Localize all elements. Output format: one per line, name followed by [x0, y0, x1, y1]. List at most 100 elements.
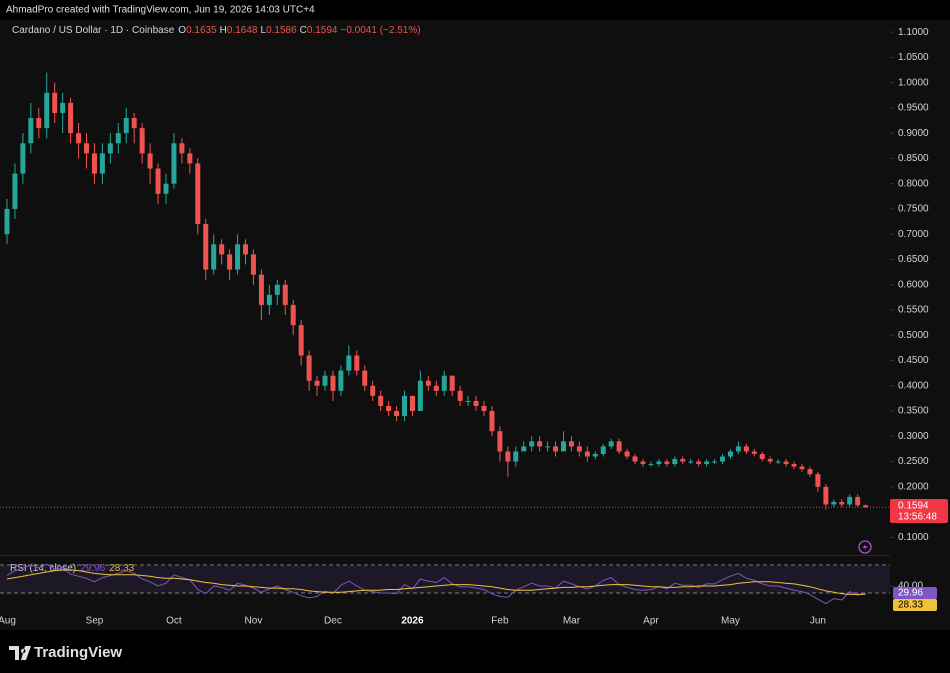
rsi-last: 29.96	[898, 588, 923, 599]
candle-body	[799, 466, 805, 470]
legend-key: H	[220, 25, 227, 36]
y-tick-label: 0.2500	[898, 456, 929, 467]
symbol-title: Cardano / US Dollar · 1D · Coinbase	[12, 25, 175, 36]
legend-key: O	[178, 25, 186, 36]
candle-body	[123, 118, 129, 134]
candle-body	[592, 453, 598, 457]
last-price: 0.1594	[898, 501, 929, 512]
rsi-title: RSI (14, close)	[10, 563, 76, 574]
candle-body	[409, 395, 415, 412]
x-tick-label: Dec	[324, 616, 342, 627]
candle-body	[4, 208, 10, 235]
candle-body	[330, 375, 336, 391]
candle-body	[720, 456, 725, 462]
y-tick-label: 0.9500	[898, 103, 929, 114]
candle-body	[688, 461, 694, 463]
candle-body	[823, 486, 829, 505]
candle-body	[712, 461, 718, 463]
candle-body	[211, 244, 217, 270]
footer-logo	[9, 646, 31, 660]
y-tick-label: 0.3500	[898, 406, 929, 417]
candle-body	[139, 128, 145, 154]
x-tick-label: Sep	[86, 616, 104, 627]
countdown: 13:56:48	[898, 512, 937, 523]
y-tick-label: 0.7000	[898, 229, 929, 240]
y-tick-label: 0.2000	[898, 481, 929, 492]
candle-body	[227, 254, 233, 270]
candle-body	[449, 375, 455, 391]
candle-body	[735, 446, 741, 452]
candle-body	[266, 294, 272, 305]
y-tick-label: 0.5500	[898, 305, 929, 316]
rsi-legend: RSI (14, close) 29.96 28.33	[10, 563, 135, 574]
candle-body	[545, 446, 551, 448]
candle-body	[561, 441, 566, 452]
candle-body	[855, 496, 861, 506]
candle-body	[775, 461, 781, 463]
candle-body	[807, 469, 813, 475]
legend-close: 0.1594	[307, 25, 338, 36]
candle-body	[91, 153, 97, 174]
candle-body	[354, 355, 360, 371]
y-tick-label: 0.3000	[898, 431, 929, 442]
candle-body	[680, 459, 686, 462]
candle-body	[751, 451, 757, 454]
candle-body	[322, 375, 328, 386]
candle-body	[84, 143, 89, 154]
x-tick-label: Mar	[563, 616, 581, 627]
candle-body	[759, 453, 765, 460]
candle-body	[155, 168, 161, 194]
y-tick-label: 0.9000	[898, 128, 929, 139]
candle-body	[791, 464, 797, 467]
candle-body	[696, 461, 702, 465]
candle-body	[258, 274, 264, 305]
candle-body	[163, 183, 169, 194]
candle-body	[378, 395, 384, 406]
rsi-label-box	[893, 587, 937, 599]
x-tick-label: Oct	[166, 616, 182, 627]
candle-body	[171, 143, 177, 184]
legend-key: L	[261, 25, 267, 36]
candle-body	[386, 405, 392, 412]
candle-body	[99, 153, 105, 174]
candle-body	[68, 102, 74, 134]
candle-body	[537, 441, 543, 447]
y-tick-label: 0.4500	[898, 355, 929, 366]
candle-body	[481, 405, 487, 412]
rsi-ma-last: 28.33	[898, 600, 923, 611]
candle-body	[203, 224, 209, 270]
x-tick-label: Nov	[245, 616, 263, 627]
x-tick-label: Feb	[491, 616, 509, 627]
candle-body	[433, 385, 439, 391]
y-tick-label: 0.4000	[898, 380, 929, 391]
rsi-ma-label-box	[893, 599, 937, 611]
legend-high: 0.1648	[227, 25, 258, 36]
candle-body	[338, 370, 344, 391]
candle-body	[767, 459, 773, 462]
candle-body	[584, 451, 590, 457]
alert-icon[interactable]	[858, 540, 872, 554]
candle-body	[457, 390, 463, 401]
candle-body	[290, 304, 296, 326]
candle-body	[60, 102, 66, 113]
candle-body	[529, 441, 535, 447]
candle-body	[394, 411, 400, 417]
candle-body	[743, 446, 749, 452]
y-tick-label: 0.8500	[898, 153, 929, 164]
candle-body	[553, 446, 559, 452]
candle-body	[640, 461, 646, 465]
candle-body	[219, 244, 225, 255]
candle-body	[36, 118, 42, 129]
candle-body	[505, 451, 511, 462]
candle-body	[863, 505, 869, 508]
candle-body	[282, 284, 288, 305]
rsi-band-fill	[0, 565, 890, 593]
y-tick-label: 0.6500	[898, 254, 929, 265]
candle-body	[497, 431, 503, 452]
candle-body	[473, 400, 479, 406]
x-tick-label: Jun	[810, 616, 826, 627]
candle-body	[616, 441, 622, 452]
candle-body	[250, 254, 256, 275]
